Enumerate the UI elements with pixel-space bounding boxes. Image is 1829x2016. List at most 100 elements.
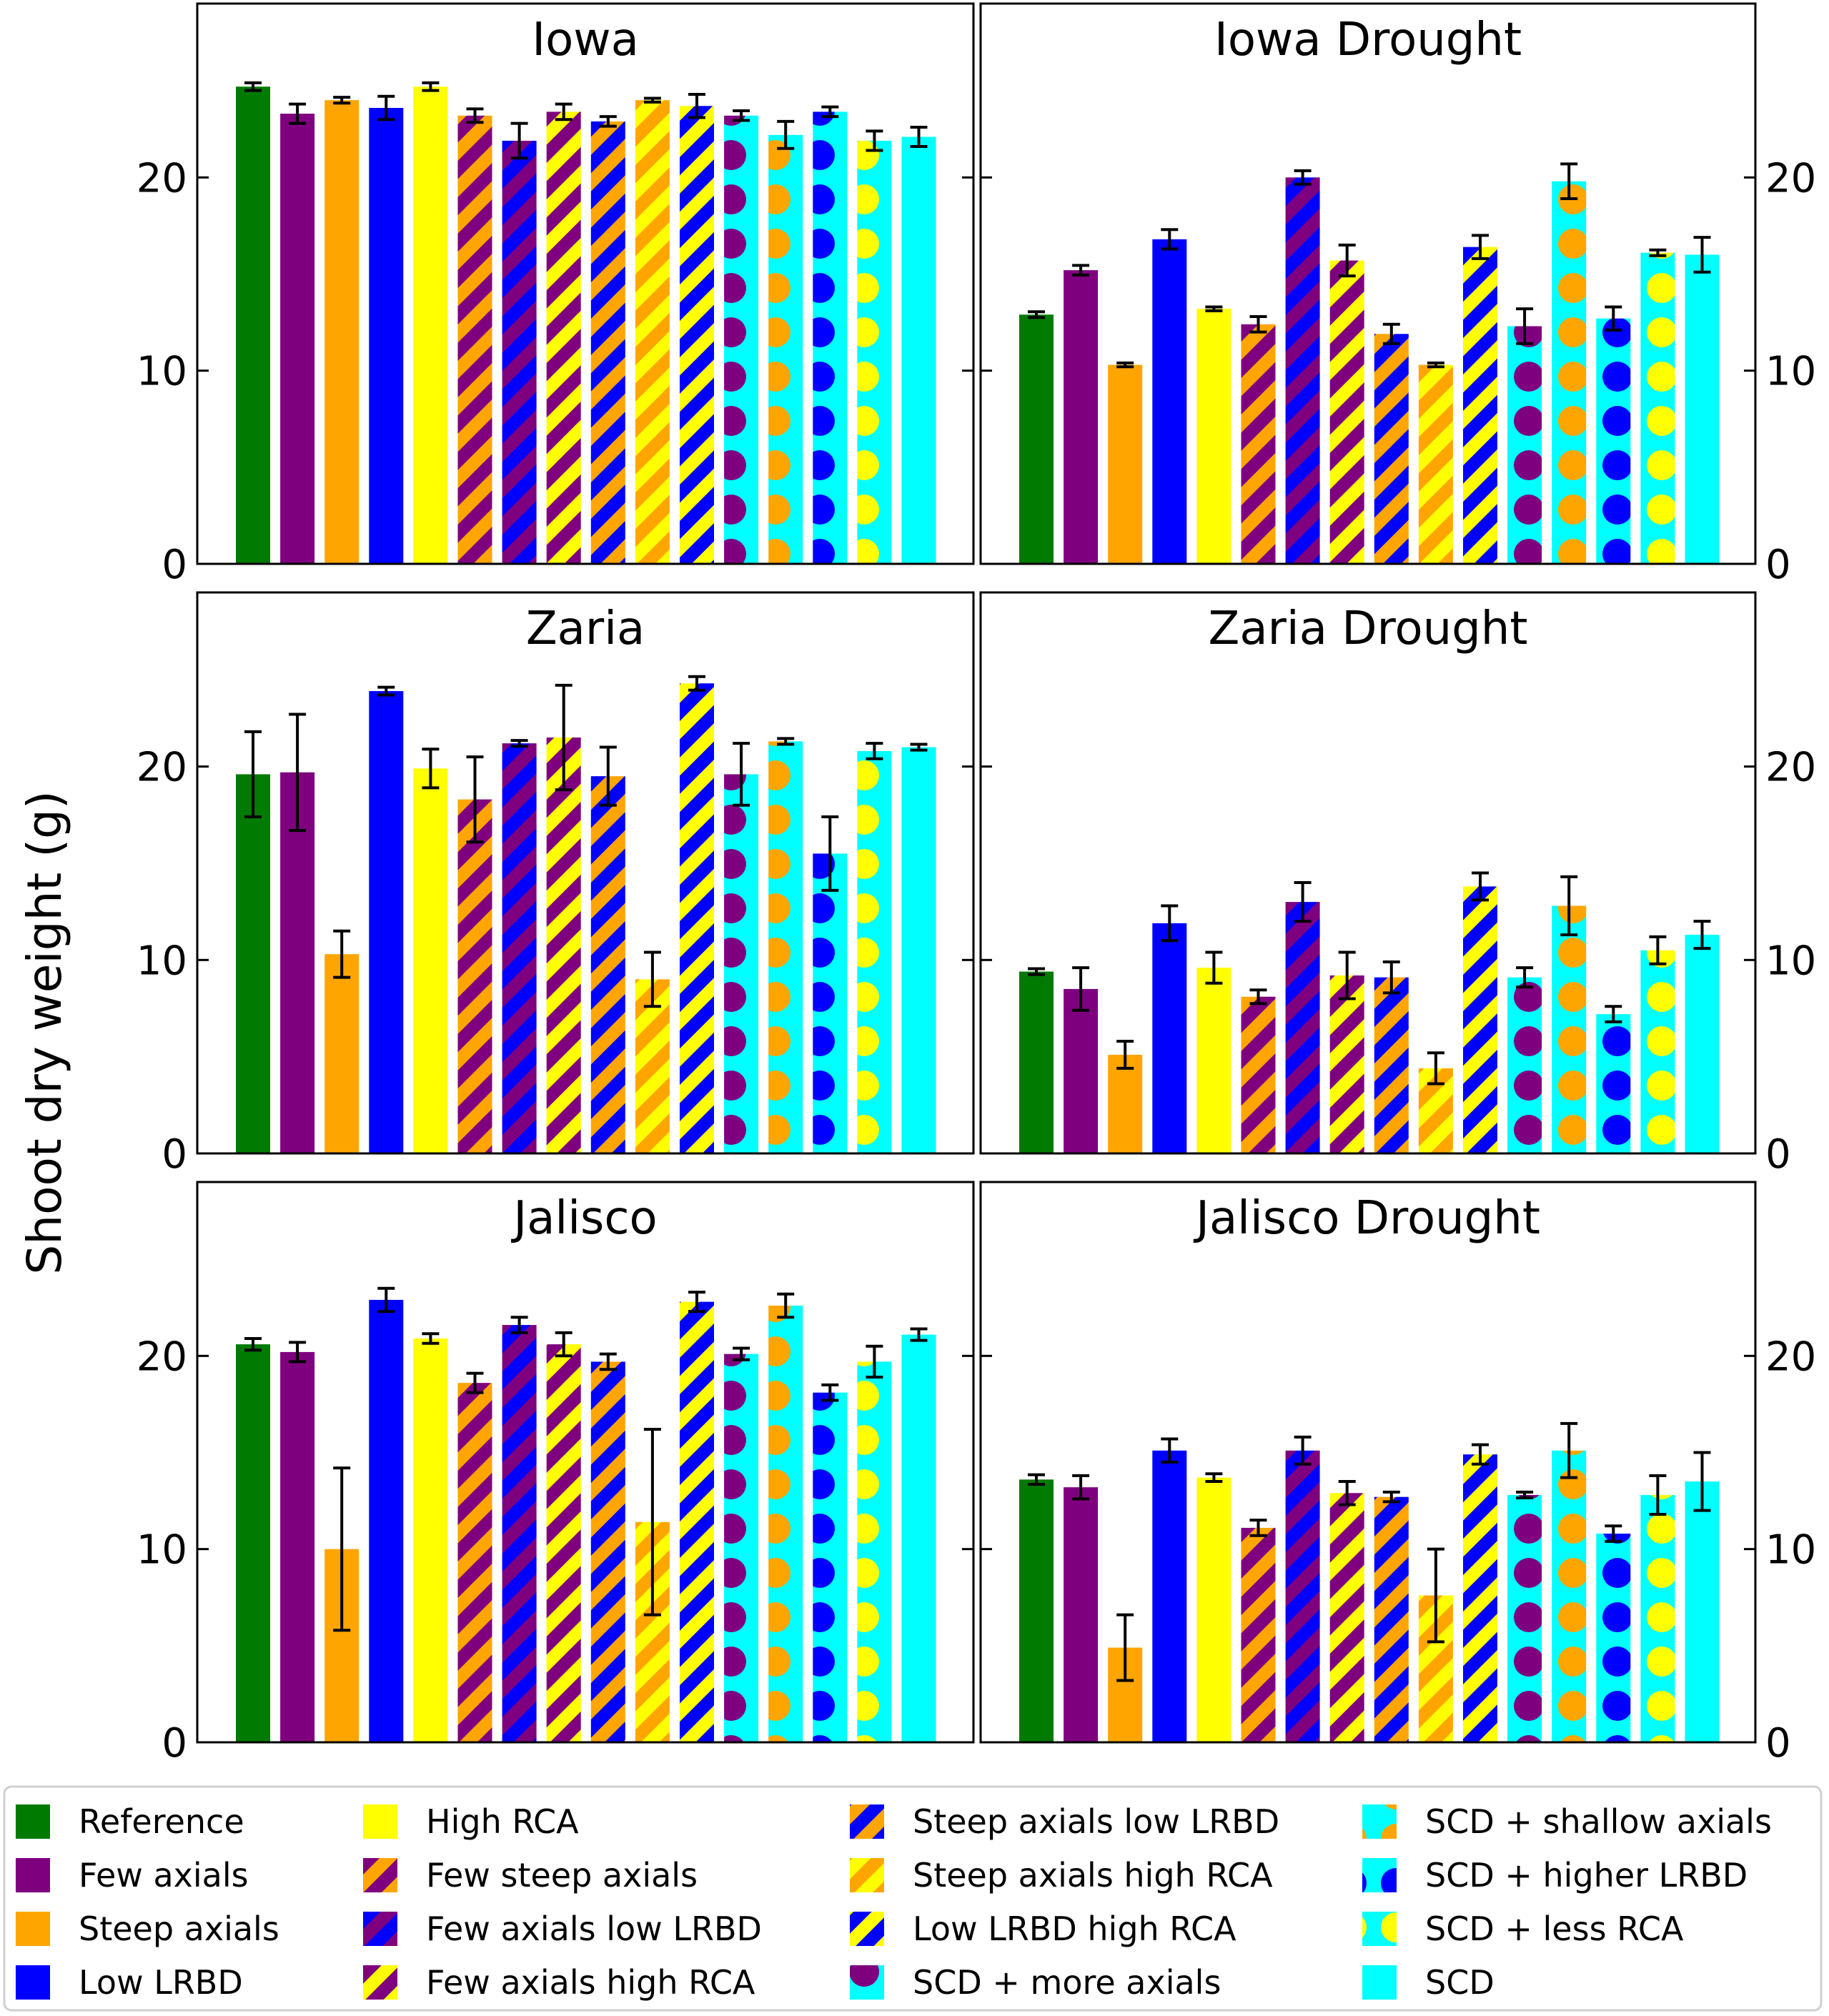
error-bar xyxy=(866,1344,883,1379)
error-bar xyxy=(1294,881,1312,923)
legend-label: Few steep axials xyxy=(426,1856,698,1895)
error-bar xyxy=(733,109,750,122)
bar xyxy=(590,776,625,1153)
bar xyxy=(901,136,936,564)
bar xyxy=(1685,935,1720,1153)
error-bar xyxy=(1693,236,1711,274)
legend-swatch xyxy=(16,1965,50,2000)
y-tick-label: 0 xyxy=(162,542,187,588)
error-bar xyxy=(377,1286,395,1314)
bar xyxy=(1329,260,1364,564)
legend-label: Steep axials xyxy=(79,1910,279,1948)
bar xyxy=(813,1392,848,1742)
bar xyxy=(1064,988,1099,1153)
error-bar xyxy=(777,737,795,746)
legend-label: Few axials low LRBD xyxy=(426,1910,762,1948)
y-tick-label: 20 xyxy=(137,155,187,202)
error-bar xyxy=(599,115,617,128)
error-bar xyxy=(422,748,440,790)
error-bar xyxy=(1427,361,1444,369)
legend-swatch xyxy=(1362,1804,1397,1839)
error-bar xyxy=(1294,169,1312,186)
y-tick-label: 0 xyxy=(162,1720,187,1767)
bar xyxy=(1640,950,1675,1153)
error-bar xyxy=(1028,310,1045,319)
bar xyxy=(768,1306,803,1742)
error-bar xyxy=(1205,1472,1223,1484)
error-bar xyxy=(777,1292,795,1319)
y-tick-label: 10 xyxy=(1765,938,1816,984)
bar xyxy=(236,1344,270,1742)
error-bar xyxy=(821,815,839,892)
error-bar xyxy=(289,712,307,832)
error-bar xyxy=(1472,871,1489,902)
bar xyxy=(724,115,759,565)
y-tick-label: 20 xyxy=(137,1334,187,1380)
error-bar xyxy=(510,1316,528,1334)
legend-item: Few axials low LRBD xyxy=(363,1910,762,1948)
y-tick-label: 10 xyxy=(1765,349,1816,395)
error-bar xyxy=(1382,960,1400,995)
bar xyxy=(813,111,848,565)
bar xyxy=(724,1354,759,1742)
bar xyxy=(369,691,404,1153)
bar xyxy=(724,774,759,1153)
error-bar xyxy=(866,742,883,760)
legend-label: Few axials xyxy=(79,1856,249,1895)
bar xyxy=(546,738,581,1153)
legend: Reference Few axials Steep axials Low LRBD H… xyxy=(3,1785,1823,2012)
bar xyxy=(413,86,448,564)
error-bar xyxy=(1516,1490,1534,1500)
panel-jalisco: Jalisco 0 10 20 xyxy=(137,1181,975,1767)
bar xyxy=(1064,270,1099,564)
error-bar xyxy=(1560,875,1578,937)
legend-swatch xyxy=(16,1912,50,1946)
legend-label: SCD xyxy=(1425,1963,1495,2002)
legend-item: Steep axials xyxy=(16,1910,279,1948)
legend-item: Reference xyxy=(16,1802,244,1841)
bar xyxy=(1507,326,1542,564)
plot-frame xyxy=(979,1181,1757,1744)
error-bar xyxy=(643,96,661,104)
panel-iowa-drought: Iowa Drought 0 10 20 xyxy=(979,2,1816,588)
legend-item: SCD + less RCA xyxy=(1362,1910,1684,1948)
bar xyxy=(324,954,360,1153)
bar xyxy=(1463,886,1497,1153)
error-bar xyxy=(1161,1437,1179,1464)
bar xyxy=(280,772,315,1153)
error-bar xyxy=(1649,248,1667,257)
legend-label: SCD + higher LRBD xyxy=(1425,1856,1748,1895)
legend-swatch xyxy=(850,1858,884,1892)
error-bar xyxy=(1116,361,1134,369)
error-bar xyxy=(377,94,395,121)
panel-zaria: Zaria 0 10 20 xyxy=(137,591,975,1178)
legend-swatch xyxy=(1362,1965,1397,2000)
bar xyxy=(1285,902,1320,1153)
panel-zaria-drought: Zaria Drought 0 10 20 xyxy=(979,591,1816,1178)
error-bar xyxy=(1028,967,1045,976)
bar xyxy=(1019,314,1054,564)
legend-item: SCD + more axials xyxy=(850,1963,1221,2002)
bar xyxy=(813,853,848,1153)
legend-item: Steep axials high RCA xyxy=(850,1856,1273,1895)
error-bar xyxy=(733,1346,750,1361)
error-bar xyxy=(1338,243,1356,278)
error-bar xyxy=(821,105,839,119)
legend-item: SCD + shallow axials xyxy=(1362,1802,1772,1841)
bar xyxy=(502,1325,537,1742)
bar xyxy=(1552,905,1587,1153)
error-bar xyxy=(1605,1524,1622,1543)
plot-frame xyxy=(196,591,975,1155)
error-bar xyxy=(1427,1051,1444,1086)
error-bar xyxy=(1249,314,1267,334)
legend-item: High RCA xyxy=(363,1802,579,1841)
legend-label: Low LRBD xyxy=(79,1963,243,2002)
bar xyxy=(1196,1477,1231,1742)
bar xyxy=(1596,318,1631,564)
error-bar xyxy=(821,1383,839,1402)
panel-title: Zaria Drought xyxy=(1209,602,1528,655)
error-bar xyxy=(289,102,307,125)
error-bar xyxy=(466,755,484,844)
